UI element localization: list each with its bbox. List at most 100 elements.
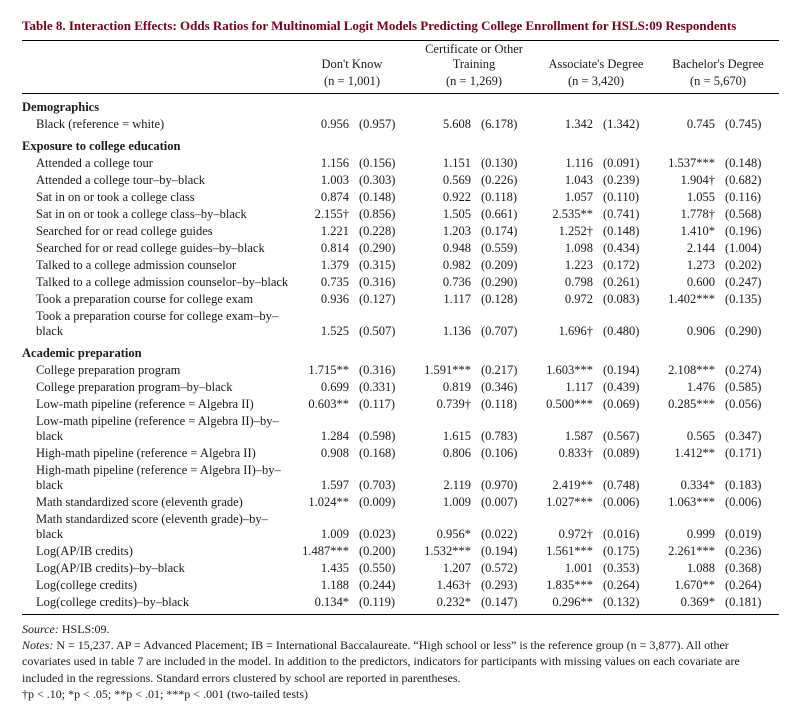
results-table: Don't Know Certificate or Other Training…	[22, 40, 779, 615]
cell-value: 1.476	[657, 379, 715, 396]
section-header: Academic preparation	[22, 340, 779, 362]
cell-value: 0.814	[291, 240, 349, 257]
cell-se: (1.004)	[715, 240, 779, 257]
cell-se: (0.957)	[349, 116, 413, 133]
colhead-c3: Associate's Degree	[535, 41, 657, 74]
row-label: High-math pipeline (reference = Algebra …	[22, 462, 291, 494]
cell-se: (0.559)	[471, 240, 535, 257]
cell-se: (0.135)	[715, 291, 779, 308]
cell-se: (0.439)	[593, 379, 657, 396]
row-label: Sat in on or took a college class	[22, 189, 291, 206]
cell-value: 0.500***	[535, 396, 593, 413]
cell-value: 1.273	[657, 257, 715, 274]
notes-label: Notes:	[22, 638, 53, 652]
cell-value: 1.055	[657, 189, 715, 206]
cell-value: 1.587	[535, 413, 593, 445]
cell-value: 1.525	[291, 308, 349, 340]
cell-value: 1.151	[413, 155, 471, 172]
cell-value: 0.565	[657, 413, 715, 445]
cell-value: 0.999	[657, 511, 715, 543]
cell-value: 1.043	[535, 172, 593, 189]
cell-value: 1.136	[413, 308, 471, 340]
cell-se: (0.290)	[471, 274, 535, 291]
source-text: HSLS:09.	[62, 622, 110, 636]
cell-value: 1.098	[535, 240, 593, 257]
cell-se: (0.007)	[471, 494, 535, 511]
cell-value: 0.806	[413, 445, 471, 462]
row-label: Log(college credits)–by–black	[22, 594, 291, 615]
cell-value: 0.603**	[291, 396, 349, 413]
row-label: College preparation program	[22, 362, 291, 379]
coln-c4: (n = 5,670)	[657, 73, 779, 94]
cell-se: (0.118)	[471, 189, 535, 206]
coln-c1: (n = 1,001)	[291, 73, 413, 94]
cell-se: (0.171)	[715, 445, 779, 462]
cell-value: 2.155†	[291, 206, 349, 223]
cell-value: 0.232*	[413, 594, 471, 615]
cell-value: 1.057	[535, 189, 593, 206]
cell-se: (0.183)	[715, 462, 779, 494]
cell-se: (0.303)	[349, 172, 413, 189]
cell-se: (0.127)	[349, 291, 413, 308]
cell-value: 1.603***	[535, 362, 593, 379]
cell-value: 1.715**	[291, 362, 349, 379]
cell-value: 0.699	[291, 379, 349, 396]
cell-value: 0.922	[413, 189, 471, 206]
cell-se: (0.175)	[593, 543, 657, 560]
row-label: Black (reference = white)	[22, 116, 291, 133]
row-label: Attended a college tour	[22, 155, 291, 172]
cell-value: 0.369*	[657, 594, 715, 615]
cell-value: 0.833†	[535, 445, 593, 462]
cell-se: (0.174)	[471, 223, 535, 240]
cell-value: 1.027***	[535, 494, 593, 511]
table-notes: Source: HSLS:09. Notes: N = 15,237. AP =…	[22, 621, 779, 702]
cell-se: (1.342)	[593, 116, 657, 133]
cell-se: (0.202)	[715, 257, 779, 274]
cell-value: 1.778†	[657, 206, 715, 223]
cell-value: 0.982	[413, 257, 471, 274]
cell-se: (0.194)	[593, 362, 657, 379]
cell-se: (0.147)	[471, 594, 535, 615]
cell-value: 0.296**	[535, 594, 593, 615]
cell-se: (0.316)	[349, 362, 413, 379]
cell-se: (0.236)	[715, 543, 779, 560]
row-label: Attended a college tour–by–black	[22, 172, 291, 189]
cell-value: 0.798	[535, 274, 593, 291]
cell-se: (0.347)	[715, 413, 779, 445]
cell-se: (0.118)	[471, 396, 535, 413]
cell-se: (0.056)	[715, 396, 779, 413]
cell-se: (0.290)	[715, 308, 779, 340]
cell-se: (0.023)	[349, 511, 413, 543]
row-label: Log(college credits)	[22, 577, 291, 594]
cell-value: 1.009	[413, 494, 471, 511]
cell-value: 1.252†	[535, 223, 593, 240]
cell-se: (0.290)	[349, 240, 413, 257]
cell-value: 1.003	[291, 172, 349, 189]
cell-value: 1.203	[413, 223, 471, 240]
cell-value: 1.284	[291, 413, 349, 445]
row-label: Talked to a college admission counselor	[22, 257, 291, 274]
cell-value: 0.285***	[657, 396, 715, 413]
cell-se: (0.116)	[715, 189, 779, 206]
row-label: Sat in on or took a college class–by–bla…	[22, 206, 291, 223]
cell-se: (0.006)	[715, 494, 779, 511]
section-header: Exposure to college education	[22, 133, 779, 155]
cell-value: 0.600	[657, 274, 715, 291]
cell-value: 1.412**	[657, 445, 715, 462]
cell-se: (0.006)	[593, 494, 657, 511]
cell-value: 0.735	[291, 274, 349, 291]
cell-se: (0.148)	[715, 155, 779, 172]
cell-se: (0.181)	[715, 594, 779, 615]
cell-se: (0.239)	[593, 172, 657, 189]
cell-se: (0.970)	[471, 462, 535, 494]
cell-se: (0.172)	[593, 257, 657, 274]
cell-se: (0.228)	[349, 223, 413, 240]
cell-value: 1.532***	[413, 543, 471, 560]
cell-se: (0.480)	[593, 308, 657, 340]
cell-value: 1.117	[413, 291, 471, 308]
cell-value: 1.670**	[657, 577, 715, 594]
cell-value: 0.972	[535, 291, 593, 308]
cell-se: (0.274)	[715, 362, 779, 379]
cell-se: (0.016)	[593, 511, 657, 543]
row-label: Math standardized score (eleventh grade)…	[22, 511, 291, 543]
